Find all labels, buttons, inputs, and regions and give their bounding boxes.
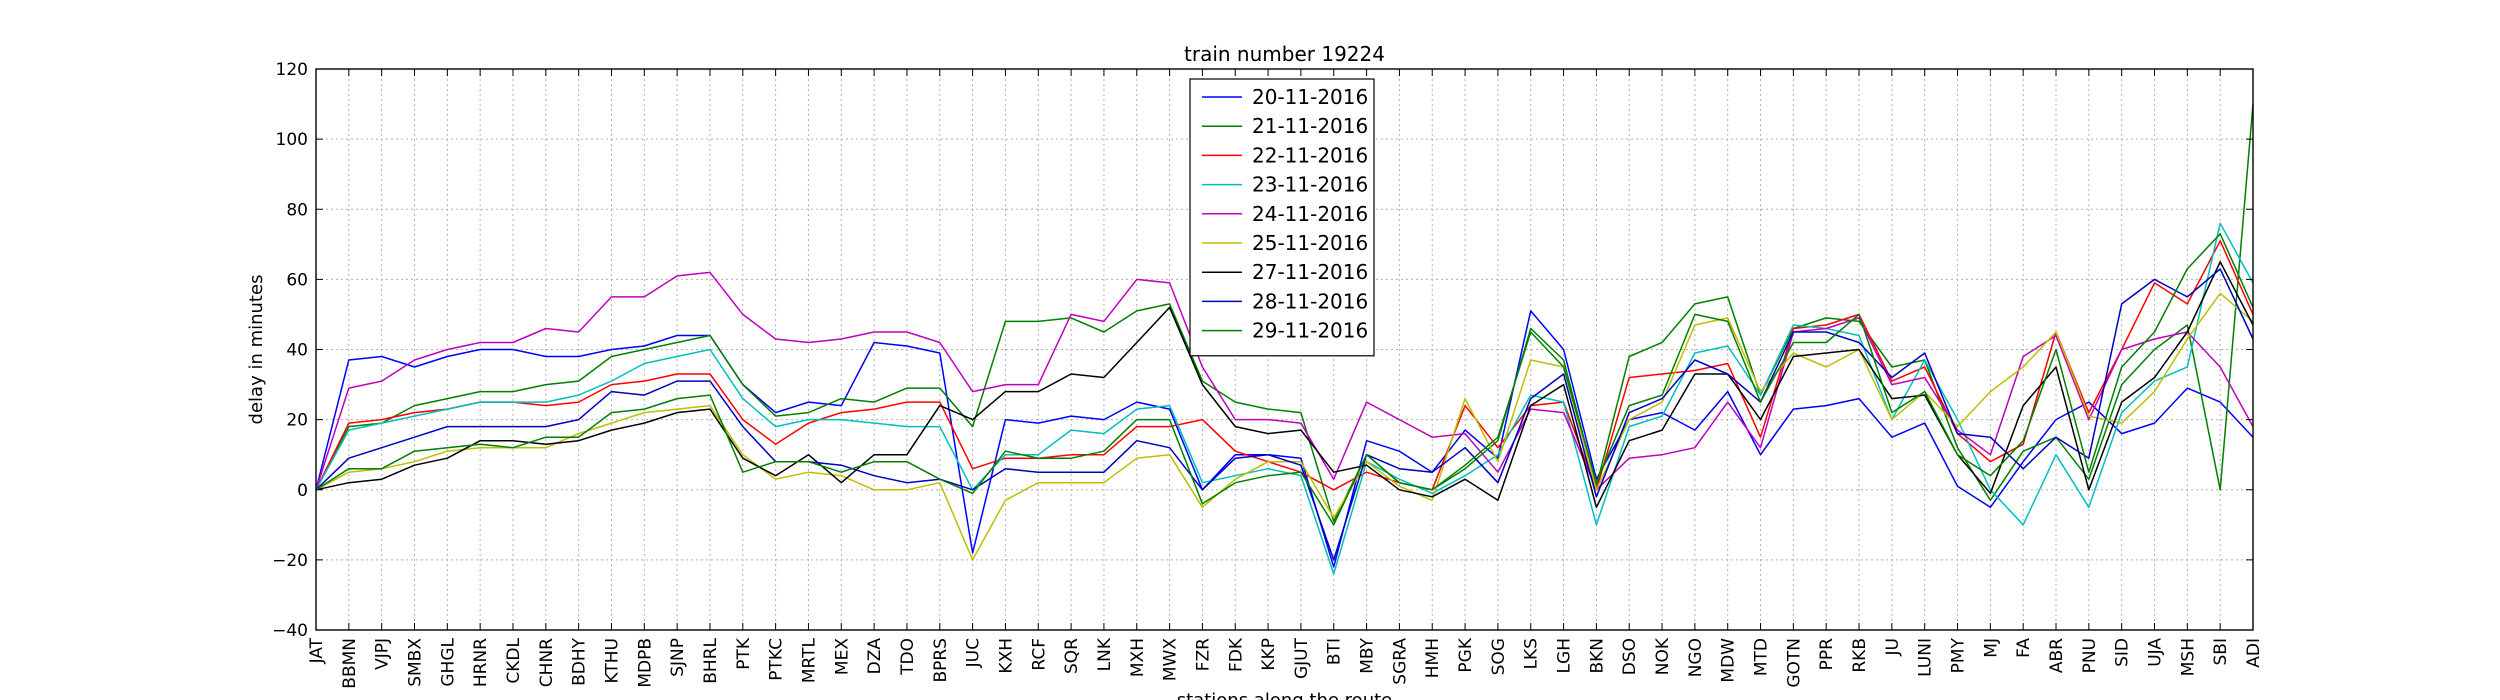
legend-label: 21-11-2016: [1252, 114, 1368, 138]
x-tick-label: HMH: [1423, 638, 1443, 678]
x-tick-label: BBMN: [340, 638, 360, 689]
x-tick-label: FDK: [1226, 637, 1246, 672]
x-tick-label: MEX: [832, 638, 852, 675]
series-line: [315, 292, 2254, 561]
x-tick-label: SQR: [1062, 638, 1082, 674]
series-line: [315, 104, 2254, 523]
series-line: [315, 222, 2254, 575]
x-tick-label: MJ: [1981, 638, 2001, 658]
x-tick-label: PNU: [2080, 638, 2100, 673]
x-tick-label: RKB: [1850, 638, 1870, 673]
x-tick-label: MDPB: [635, 638, 655, 688]
x-tick-label: PTKC: [767, 638, 787, 681]
x-tick-label: GJUT: [1292, 637, 1312, 679]
x-tick-label: MBY: [1358, 637, 1378, 673]
x-tick-label: GOTN: [1784, 638, 1804, 688]
x-tick-label: CHNR: [537, 638, 557, 687]
legend-label: 28-11-2016: [1252, 289, 1368, 313]
x-tick-label: KXH: [996, 638, 1016, 674]
x-axis-ticks: JAT BBMN VJPJ SMBX GHGL HRNR CKDL CHNR BDHY KTHU M…: [307, 69, 2264, 689]
x-tick-label: KKP: [1259, 638, 1279, 671]
x-tick-label: MTD: [1752, 638, 1772, 676]
x-tick-label: MWX: [1161, 638, 1181, 681]
x-tick-label: SOG: [1489, 638, 1509, 675]
y-tick-label: −20: [272, 551, 308, 571]
y-tick-label: 120: [276, 60, 308, 80]
x-tick-label: MSH: [2178, 638, 2198, 676]
x-tick-label: PPR: [1817, 638, 1837, 671]
x-axis-label: stations along the route: [1177, 690, 1392, 700]
x-tick-label: GHGL: [438, 637, 458, 686]
series-line: [315, 261, 2254, 509]
x-tick-label: MDW: [1719, 638, 1739, 683]
x-tick-label: NGO: [1686, 638, 1706, 677]
y-tick-label: 80: [286, 200, 308, 220]
x-tick-label: ABR: [2047, 638, 2067, 673]
x-tick-label: PGK: [1456, 637, 1476, 672]
x-tick-label: BTI: [1325, 638, 1345, 665]
x-tick-label: ADI: [2244, 638, 2264, 668]
legend-label: 22-11-2016: [1252, 143, 1368, 167]
x-tick-label: JUC: [964, 638, 984, 668]
series-line: [315, 233, 2254, 526]
y-tick-label: 100: [276, 130, 308, 150]
x-tick-label: SMBX: [405, 638, 425, 687]
x-tick-label: DZA: [865, 638, 885, 675]
y-tick-label: −40: [272, 621, 308, 641]
series-line: [315, 310, 2254, 568]
y-axis-ticks: −40 −20 0 20 40 60 80 100 120: [272, 60, 2253, 641]
x-tick-label: SGRA: [1390, 638, 1410, 685]
x-tick-label: FZR: [1193, 638, 1213, 671]
x-tick-label: MXH: [1128, 638, 1148, 677]
x-tick-label: NOK: [1653, 637, 1673, 675]
legend-label: 20-11-2016: [1252, 85, 1368, 109]
x-tick-label: PMY: [1949, 637, 1969, 673]
x-tick-label: BHRL: [701, 637, 721, 683]
series-line: [315, 268, 2254, 561]
x-tick-label: CKDL: [504, 637, 524, 683]
x-tick-label: MRTL: [799, 637, 819, 683]
x-tick-label: VJPJ: [373, 638, 393, 670]
x-tick-label: JAT: [307, 637, 327, 664]
x-tick-label: FA: [2014, 638, 2034, 658]
series-line: [315, 240, 2254, 491]
legend-label: 27-11-2016: [1252, 260, 1368, 284]
x-tick-label: KTHU: [602, 638, 622, 683]
x-tick-label: UJA: [2146, 638, 2166, 667]
x-tick-label: HRNR: [471, 638, 491, 687]
x-tick-label: TDO: [898, 638, 918, 676]
y-axis-label: delay in minutes: [246, 275, 267, 425]
legend-label: 24-11-2016: [1252, 202, 1368, 226]
x-tick-label: LKS: [1522, 638, 1542, 669]
x-tick-label: RCF: [1029, 638, 1049, 671]
y-tick-label: 0: [297, 481, 308, 501]
legend-label: 25-11-2016: [1252, 231, 1368, 255]
x-tick-label: LUNI: [1916, 638, 1936, 677]
x-tick-label: SID: [2113, 638, 2133, 667]
x-tick-label: SBI: [2211, 638, 2231, 665]
x-tick-label: BPRS: [931, 638, 951, 683]
legend-label: 29-11-2016: [1252, 319, 1368, 343]
x-tick-label: LNK: [1095, 637, 1115, 671]
y-tick-label: 20: [286, 411, 308, 431]
x-tick-label: BKN: [1587, 638, 1607, 674]
series-line: [315, 271, 2254, 491]
x-tick-label: SJNP: [668, 638, 688, 677]
x-tick-label: BDHY: [570, 637, 590, 686]
x-tick-label: JU: [1883, 638, 1903, 656]
legend-box: [1189, 78, 1375, 357]
x-tick-label: PTK: [734, 637, 754, 670]
legend: 20-11-2016 21-11-2016 22-11-2016 23-11-2016…: [1189, 78, 1375, 357]
legend-label: 23-11-2016: [1252, 173, 1368, 197]
x-tick-label: DSO: [1620, 638, 1640, 675]
y-tick-label: 40: [286, 341, 308, 361]
y-tick-label: 60: [286, 270, 308, 290]
x-tick-label: LGH: [1555, 638, 1575, 673]
series-lines: [315, 104, 2254, 575]
chart-title: train number 19224: [1184, 42, 1385, 66]
